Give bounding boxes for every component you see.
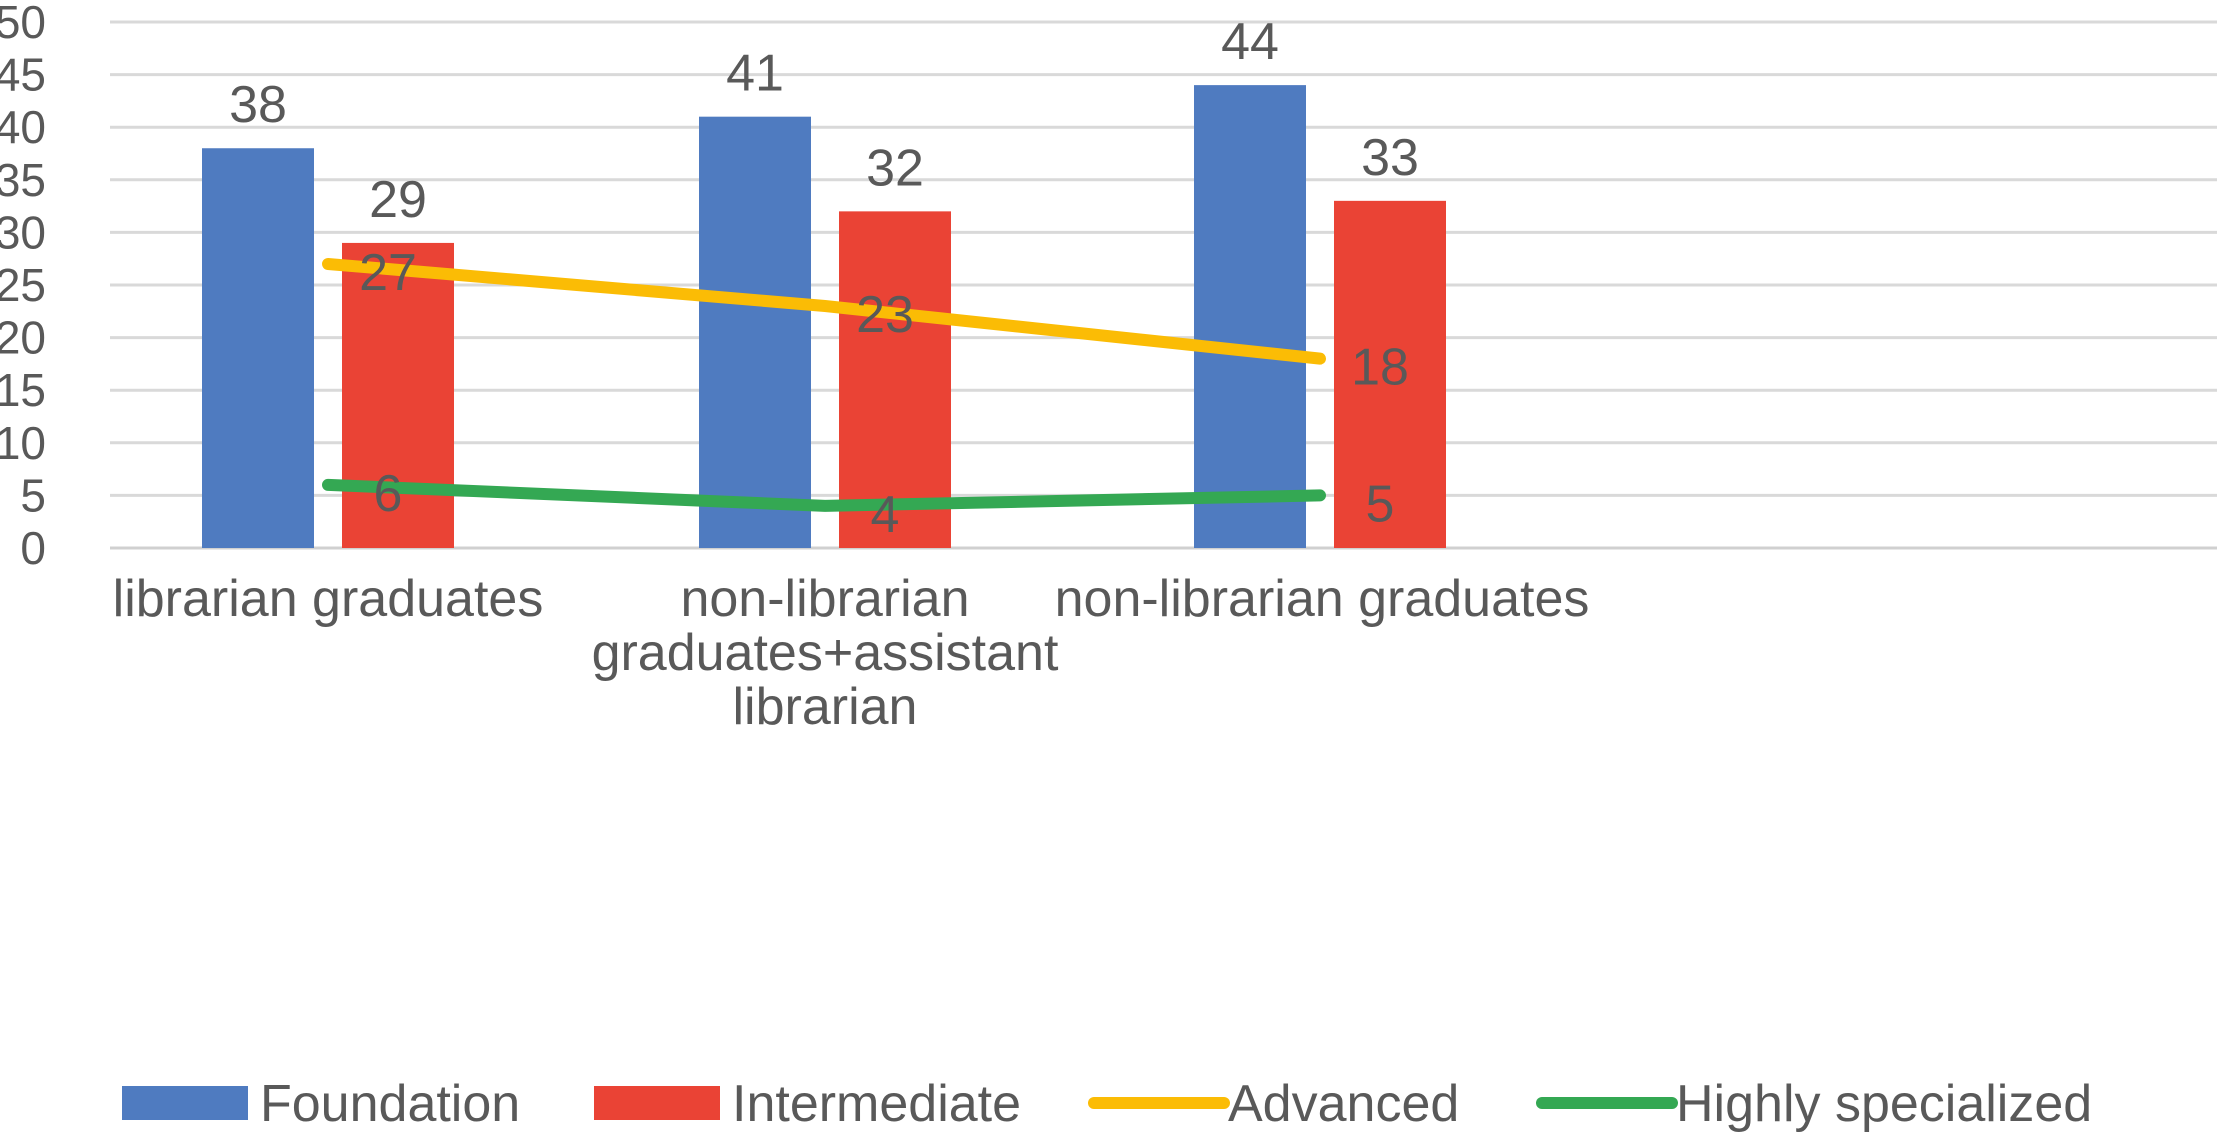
bar-intermediate [1334,200,1446,548]
category-label: librarian graduates [113,570,544,628]
legend-label-advanced: Advanced [1228,1075,1459,1133]
data-label-foundation: 41 [726,45,784,103]
legend-key-foundation [122,1086,248,1120]
y-tick-label: 25 [0,259,46,311]
y-tick-label: 50 [0,0,46,48]
y-tick-label: 40 [0,101,46,153]
data-label-advanced: 18 [1351,339,1409,397]
bar-foundation [1194,85,1306,549]
data-labels: 38 41 44 29 32 33 27 23 18 6 4 5 [229,13,1419,544]
y-tick-label: 0 [20,522,46,574]
data-label-highly-specialized: 6 [374,465,403,523]
bars [202,85,1446,549]
legend-key-intermediate [594,1086,720,1120]
y-tick-label: 5 [20,469,46,521]
y-tick-label: 15 [0,364,46,416]
bar-intermediate [342,242,454,549]
category-label: non-librarian [680,570,969,628]
y-tick-label: 35 [0,154,46,206]
category-label: non-librarian graduates [1055,570,1590,628]
category-label: librarian [733,678,918,736]
data-label-highly-specialized: 5 [1366,475,1395,533]
legend-label-highly-specialized: Highly specialized [1676,1075,2092,1133]
data-label-highly-specialized: 4 [871,486,900,544]
data-label-intermediate: 29 [369,171,427,229]
category-label: graduates+assistant [592,624,1059,682]
data-label-foundation: 38 [229,76,287,134]
line-advanced [322,257,1326,365]
legend-label-foundation: Foundation [260,1075,520,1133]
data-label-advanced: 27 [359,244,417,302]
series-lines [322,257,1326,512]
y-tick-label: 30 [0,206,46,258]
data-label-intermediate: 32 [866,139,924,197]
x-axis-categories: librarian graduates non-librariangraduate… [113,570,1590,736]
data-label-intermediate: 33 [1361,129,1419,187]
y-tick-label: 10 [0,417,46,469]
bar-foundation [699,116,811,549]
bar-intermediate [839,211,951,549]
legend-label-intermediate: Intermediate [732,1075,1021,1133]
legend: Foundation Intermediate Advanced Highly spe… [122,1075,2092,1133]
data-label-foundation: 44 [1221,13,1279,71]
bar-foundation [202,148,314,549]
y-tick-label: 20 [0,312,46,364]
data-label-advanced: 23 [856,286,914,344]
line-highly-specialized [322,478,1326,512]
y-tick-label: 45 [0,49,46,101]
